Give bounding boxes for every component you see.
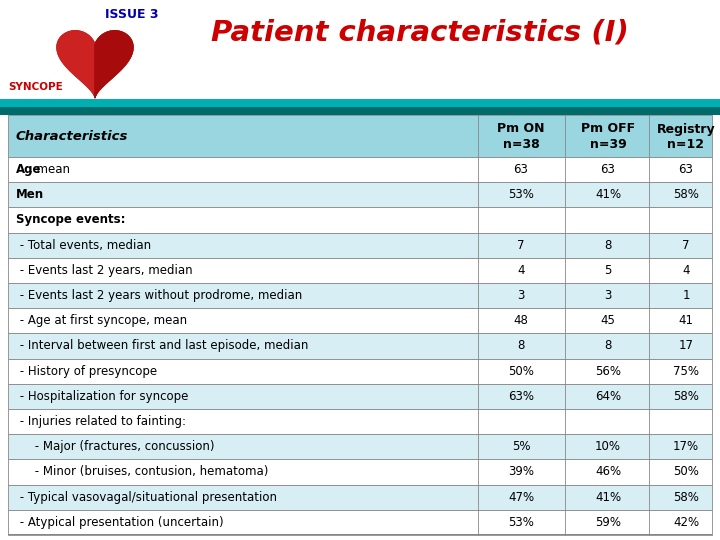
Text: 41%: 41% <box>595 491 621 504</box>
Polygon shape <box>95 31 133 98</box>
Text: 64%: 64% <box>595 390 621 403</box>
Text: 59%: 59% <box>595 516 621 529</box>
Text: 58%: 58% <box>673 491 699 504</box>
Text: 1: 1 <box>683 289 690 302</box>
Text: - Minor (bruises, contusion, hematoma): - Minor (bruises, contusion, hematoma) <box>16 465 269 478</box>
Text: - Events last 2 years without prodrome, median: - Events last 2 years without prodrome, … <box>16 289 302 302</box>
Text: 75%: 75% <box>673 364 699 377</box>
Text: n=39: n=39 <box>590 138 626 151</box>
Text: - Total events, median: - Total events, median <box>16 239 151 252</box>
Text: 8: 8 <box>517 340 525 353</box>
Text: - Typical vasovagal/situational presentation: - Typical vasovagal/situational presenta… <box>16 491 277 504</box>
Text: 5: 5 <box>604 264 612 277</box>
Text: Patient characteristics (I): Patient characteristics (I) <box>211 18 629 46</box>
Bar <box>8 182 712 207</box>
Text: 3: 3 <box>517 289 525 302</box>
Bar <box>8 359 712 384</box>
Text: Pm ON: Pm ON <box>498 123 545 136</box>
Bar <box>0 0 720 105</box>
Text: - History of presyncope: - History of presyncope <box>16 364 157 377</box>
Polygon shape <box>57 31 133 98</box>
Bar <box>8 283 712 308</box>
Text: 5%: 5% <box>512 440 530 453</box>
Text: 39%: 39% <box>508 465 534 478</box>
Text: 63: 63 <box>513 163 528 176</box>
Polygon shape <box>95 31 133 98</box>
Text: 63: 63 <box>600 163 616 176</box>
Bar <box>8 384 712 409</box>
Text: 8: 8 <box>604 340 612 353</box>
Text: 41: 41 <box>678 314 693 327</box>
Text: - Injuries related to fainting:: - Injuries related to fainting: <box>16 415 186 428</box>
Text: 4: 4 <box>683 264 690 277</box>
Text: 50%: 50% <box>508 364 534 377</box>
Text: - Hospitalization for syncope: - Hospitalization for syncope <box>16 390 189 403</box>
Bar <box>8 333 712 359</box>
Text: - Major (fractures, concussion): - Major (fractures, concussion) <box>16 440 215 453</box>
Text: 41%: 41% <box>595 188 621 201</box>
Text: - Age at first syncope, mean: - Age at first syncope, mean <box>16 314 187 327</box>
Text: 3: 3 <box>604 289 612 302</box>
Text: 47%: 47% <box>508 491 534 504</box>
Bar <box>8 460 712 484</box>
Text: n=38: n=38 <box>503 138 539 151</box>
Text: 56%: 56% <box>595 364 621 377</box>
Text: 50%: 50% <box>673 465 699 478</box>
Polygon shape <box>57 31 97 98</box>
Text: 53%: 53% <box>508 516 534 529</box>
Text: ISSUE 3: ISSUE 3 <box>105 8 158 21</box>
Text: - Atypical presentation (uncertain): - Atypical presentation (uncertain) <box>16 516 224 529</box>
Bar <box>8 409 712 434</box>
Text: Syncope events:: Syncope events: <box>16 213 125 226</box>
Text: Characteristics: Characteristics <box>16 130 128 143</box>
Text: 53%: 53% <box>508 188 534 201</box>
Bar <box>8 510 712 535</box>
Bar <box>0 107 720 115</box>
Bar <box>8 308 712 333</box>
Text: Pm OFF: Pm OFF <box>581 123 635 136</box>
Text: SYNCOPE: SYNCOPE <box>8 82 63 92</box>
Text: Men: Men <box>16 188 44 201</box>
Bar <box>8 484 712 510</box>
Text: Age: Age <box>16 163 42 176</box>
Text: 17%: 17% <box>673 440 699 453</box>
Text: 10%: 10% <box>595 440 621 453</box>
Bar <box>8 258 712 283</box>
Text: 42%: 42% <box>673 516 699 529</box>
Text: 17: 17 <box>678 340 693 353</box>
Bar <box>8 233 712 258</box>
Text: 48: 48 <box>513 314 528 327</box>
Text: , mean: , mean <box>30 163 71 176</box>
Bar <box>8 534 712 535</box>
Text: 7: 7 <box>517 239 525 252</box>
Text: - Interval between first and last episode, median: - Interval between first and last episod… <box>16 340 308 353</box>
Bar <box>8 207 712 233</box>
Text: 63: 63 <box>678 163 693 176</box>
Text: n=12: n=12 <box>667 138 704 151</box>
Text: 46%: 46% <box>595 465 621 478</box>
Bar <box>8 434 712 460</box>
Bar <box>8 157 712 182</box>
Bar <box>8 115 712 157</box>
Text: 8: 8 <box>604 239 612 252</box>
Text: - Events last 2 years, median: - Events last 2 years, median <box>16 264 193 277</box>
Bar <box>0 99 720 107</box>
Text: 45: 45 <box>600 314 616 327</box>
Text: 58%: 58% <box>673 390 699 403</box>
Text: 7: 7 <box>683 239 690 252</box>
Text: 4: 4 <box>517 264 525 277</box>
Text: Registry: Registry <box>657 123 715 136</box>
Text: 58%: 58% <box>673 188 699 201</box>
Text: 63%: 63% <box>508 390 534 403</box>
